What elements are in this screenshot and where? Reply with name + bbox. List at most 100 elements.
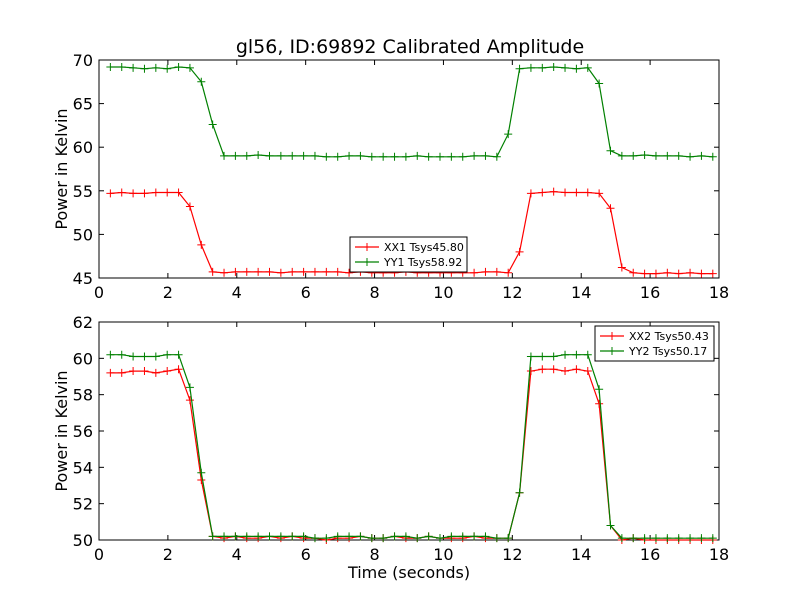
data-point-marker [106,189,115,198]
data-point-marker [345,532,354,541]
data-point-marker [185,202,194,211]
legend-box [349,236,468,273]
data-point-marker [174,365,183,374]
legend-label: XX1 Tsys45.80 [384,241,464,254]
data-point-marker [117,350,126,359]
data-point-marker [276,151,285,160]
series-line [110,66,713,158]
data-point-marker [413,151,422,160]
data-point-marker [504,534,513,543]
data-point-marker [595,385,604,394]
data-point-marker [333,267,342,276]
data-point-marker [129,352,138,361]
data-point-marker [686,534,695,543]
data-point-marker [185,63,194,72]
legend: XX1 Tsys45.80 YY1 Tsys58.92 [349,236,468,273]
data-point-marker [470,268,479,277]
data-point-marker [231,532,240,541]
data-point-marker [629,151,638,160]
data-point-marker [674,269,683,278]
data-point-marker [379,152,388,161]
data-point-marker [663,151,672,160]
data-point-marker [583,350,592,359]
data-point-marker [151,352,160,361]
x-tick-label: 6 [301,545,311,564]
y-tick-label: 50 [73,531,93,550]
data-point-marker [549,62,558,71]
data-point-marker [254,532,263,541]
data-point-marker [458,152,467,161]
data-point-marker [708,534,717,543]
data-point-marker [561,350,570,359]
data-point-marker [299,151,308,160]
data-point-marker [208,120,217,129]
data-point-marker [504,130,513,139]
data-point-marker [515,64,524,73]
data-point-marker [481,532,490,541]
x-tick-label: 2 [163,545,173,564]
data-point-marker [299,532,308,541]
data-point-marker [651,534,660,543]
data-point-marker [197,476,206,485]
data-point-marker [390,152,399,161]
y-tick-label: 45 [73,269,93,288]
y-tick-label: 50 [73,225,93,244]
data-point-marker [504,268,513,277]
data-point-marker [606,521,615,530]
data-point-marker [538,365,547,374]
data-point-marker [561,63,570,72]
x-tick-label: 6 [301,283,311,302]
data-point-marker [640,269,649,278]
data-point-marker [197,77,206,86]
data-point-marker [106,350,115,359]
data-point-marker [549,365,558,374]
data-point-marker [492,534,501,543]
data-point-marker [129,63,138,72]
data-point-marker [572,188,581,197]
data-point-marker [447,532,456,541]
data-point-marker [345,268,354,277]
data-point-marker [242,532,251,541]
data-point-marker [583,188,592,197]
data-point-marker [367,152,376,161]
x-tick-label: 2 [163,283,173,302]
y-tick-label: 70 [73,51,93,70]
data-point-marker [686,268,695,277]
data-point-marker [651,151,660,160]
data-point-marker [345,151,354,160]
data-point-marker [208,532,217,541]
data-point-marker [447,152,456,161]
legend-label: XX2 Tsys50.43 [629,330,709,343]
data-point-marker [197,240,206,249]
data-point-marker [470,151,479,160]
data-point-marker [436,534,444,543]
data-point-marker [674,534,683,543]
data-point-marker [595,79,604,88]
top-plot: 0 2 4 6 8 10 12 14 16 18 45 50 55 60 65 70 Power in Kelv… [52,51,729,302]
data-point-marker [470,532,479,541]
y-tick-label: 52 [73,495,93,514]
data-point-marker [538,63,547,72]
data-point-marker [140,367,149,376]
data-point-marker [572,350,581,359]
data-point-marker [333,532,342,541]
data-point-marker [492,267,501,276]
bottom-plot: 0 2 4 6 8 10 12 14 16 18 50 52 54 56 58 60 62 Power in Ke… [52,313,729,582]
data-point-marker [572,64,581,73]
data-point-marker [697,534,706,543]
data-point-marker [367,534,376,543]
data-point-marker [174,350,183,359]
x-tick-label: 0 [94,283,104,302]
data-point-marker [538,188,547,197]
data-point-marker [163,367,172,376]
x-tick-label: 12 [502,283,522,302]
data-point-marker [151,188,160,197]
data-point-marker [276,532,285,541]
legend-marker [608,347,616,355]
data-point-marker [356,532,365,541]
data-point-marker [526,189,535,198]
data-point-marker [129,189,138,198]
data-point-marker [140,189,149,198]
y-tick-label: 62 [73,313,93,332]
